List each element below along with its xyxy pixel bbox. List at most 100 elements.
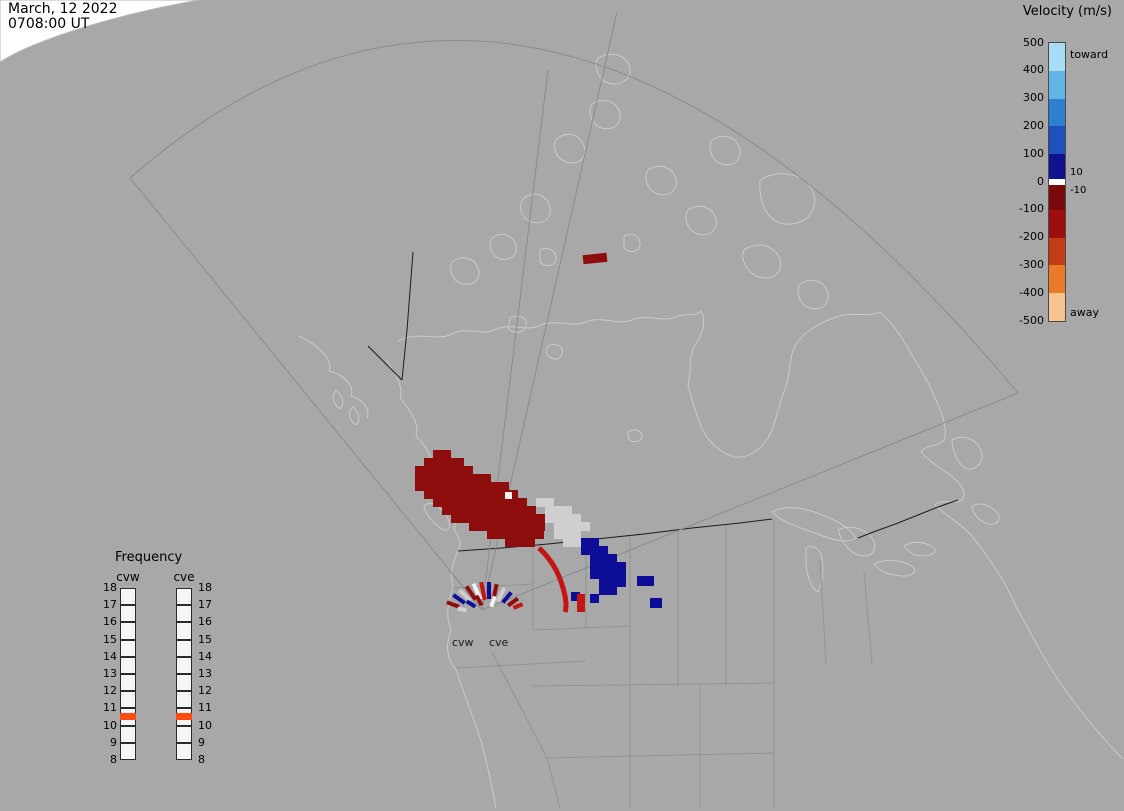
velocity-color-segment (1049, 179, 1065, 185)
velocity-cell (650, 598, 662, 608)
frequency-tick-right: 16 (198, 615, 212, 629)
away-label: away (1070, 306, 1099, 319)
velocity-cell (465, 599, 477, 609)
velocity-cell (563, 538, 581, 547)
velocity-colorbar (1048, 42, 1066, 322)
timestamp: March, 12 2022 0708:00 UT (8, 2, 117, 32)
state-borders (452, 519, 873, 809)
velocity-cell (505, 492, 512, 499)
velocity-tick-label: -300 (1019, 257, 1044, 271)
frequency-tick-right: 18 (198, 581, 212, 594)
cvw-column-label: cvw (116, 570, 140, 584)
velocity-color-segment (1049, 265, 1065, 294)
radar-site-label-cvw: cvw (452, 636, 474, 649)
velocity-tick-label: -400 (1019, 285, 1044, 299)
velocity-cell (581, 538, 599, 547)
velocity-cell (424, 490, 518, 499)
frequency-cell (120, 742, 136, 760)
velocity-cell (554, 530, 581, 539)
velocity-cell (487, 582, 491, 599)
frequency-cell (120, 639, 136, 657)
velocity-color-segment (1049, 209, 1065, 238)
velocity-cell (599, 586, 617, 595)
velocity-color-segment (1049, 126, 1065, 155)
frequency-tick-right: 10 (198, 718, 212, 732)
velocity-cell (424, 458, 464, 467)
cve-column-label: cve (173, 570, 195, 584)
velocity-color-segment (1049, 70, 1065, 99)
frequency-legend: Frequency cvw cve 18 18 17 17 16 16 15 15 14 14 13… (95, 550, 227, 782)
frequency-cell (176, 622, 192, 640)
velocity-cell (571, 592, 580, 601)
velocity-cell (590, 554, 617, 563)
velocity-cell (501, 591, 513, 604)
velocity-cell (599, 578, 626, 587)
velocity-cell (474, 594, 484, 607)
velocity-cell (512, 602, 524, 610)
velocity-cell (433, 498, 527, 507)
velocity-tick-label: -500 (1019, 313, 1044, 327)
velocity-cell (442, 506, 536, 515)
velocity-tick-label: 300 (1023, 91, 1044, 105)
velocity-tick-label: 100 (1023, 146, 1044, 160)
frequency-tick-left: 9 (110, 735, 117, 749)
velocity-cell (446, 600, 460, 609)
toward-label: toward (1070, 48, 1109, 61)
velocity-color-segment (1049, 237, 1065, 266)
frequency-marker (120, 713, 136, 721)
frequency-tick-left: 18 (103, 581, 117, 594)
frequency-cell (120, 691, 136, 709)
velocity-color-segment (1049, 184, 1065, 210)
frequency-cell (120, 673, 136, 692)
velocity-cell (415, 474, 491, 483)
frequency-cell (176, 639, 192, 657)
frequency-cell (120, 725, 136, 743)
frequency-cell (176, 673, 192, 692)
frequency-cell (176, 588, 192, 606)
frequency-cell (120, 622, 136, 640)
frequency-tick-left: 17 (103, 598, 117, 612)
velocity-legend: Velocity (m/s) 500 400 300 200 100 0 -100 -200 -… (1000, 4, 1124, 344)
time-text: 0708:00 UT (8, 16, 90, 32)
velocity-color-segment (1049, 43, 1065, 71)
velocity-cell (545, 514, 581, 523)
frequency-cell (176, 742, 192, 760)
velocity-cell (536, 498, 554, 507)
frequency-cell (176, 725, 192, 743)
frequency-cell (120, 605, 136, 623)
velocity-cell (415, 466, 473, 475)
velocity-cell (637, 576, 654, 586)
velocity-cell (506, 596, 520, 608)
frequency-tick-right: 8 (198, 753, 205, 766)
frequency-tick-right: 14 (198, 649, 212, 663)
velocity-arc (537, 546, 569, 613)
velocity-cell (452, 593, 466, 605)
velocity-cell (582, 252, 608, 265)
frequency-tick-right: 11 (198, 701, 212, 715)
frequency-tick-left: 12 (103, 684, 117, 698)
velocity-tick-label: 200 (1023, 118, 1044, 132)
velocity-color-segment (1049, 293, 1065, 321)
velocity-cell (457, 606, 467, 613)
projection-edge (0, 0, 201, 63)
upper-threshold-label: 10 (1070, 167, 1083, 178)
frequency-tick-right: 12 (198, 684, 212, 698)
date-text: March, 12 2022 (8, 1, 118, 17)
frequency-cell (176, 656, 192, 674)
velocity-cell (479, 581, 487, 601)
fov-range-arc (129, 39, 1019, 394)
cvw-frequency-bar (120, 588, 136, 760)
frequency-cell (176, 691, 192, 709)
frequency-tick-left: 8 (110, 753, 117, 766)
frequency-tick-left: 13 (103, 667, 117, 680)
country-borders (367, 251, 959, 552)
velocity-cell (590, 562, 626, 571)
lower-threshold-label: -10 (1070, 185, 1087, 196)
frequency-tick-left: 14 (103, 649, 117, 663)
frequency-tick-left: 10 (103, 718, 117, 732)
velocity-color-segment (1049, 154, 1065, 180)
frequency-tick-right: 15 (198, 632, 212, 646)
fov-right-edge (481, 392, 1019, 611)
frequency-marker (176, 713, 192, 721)
